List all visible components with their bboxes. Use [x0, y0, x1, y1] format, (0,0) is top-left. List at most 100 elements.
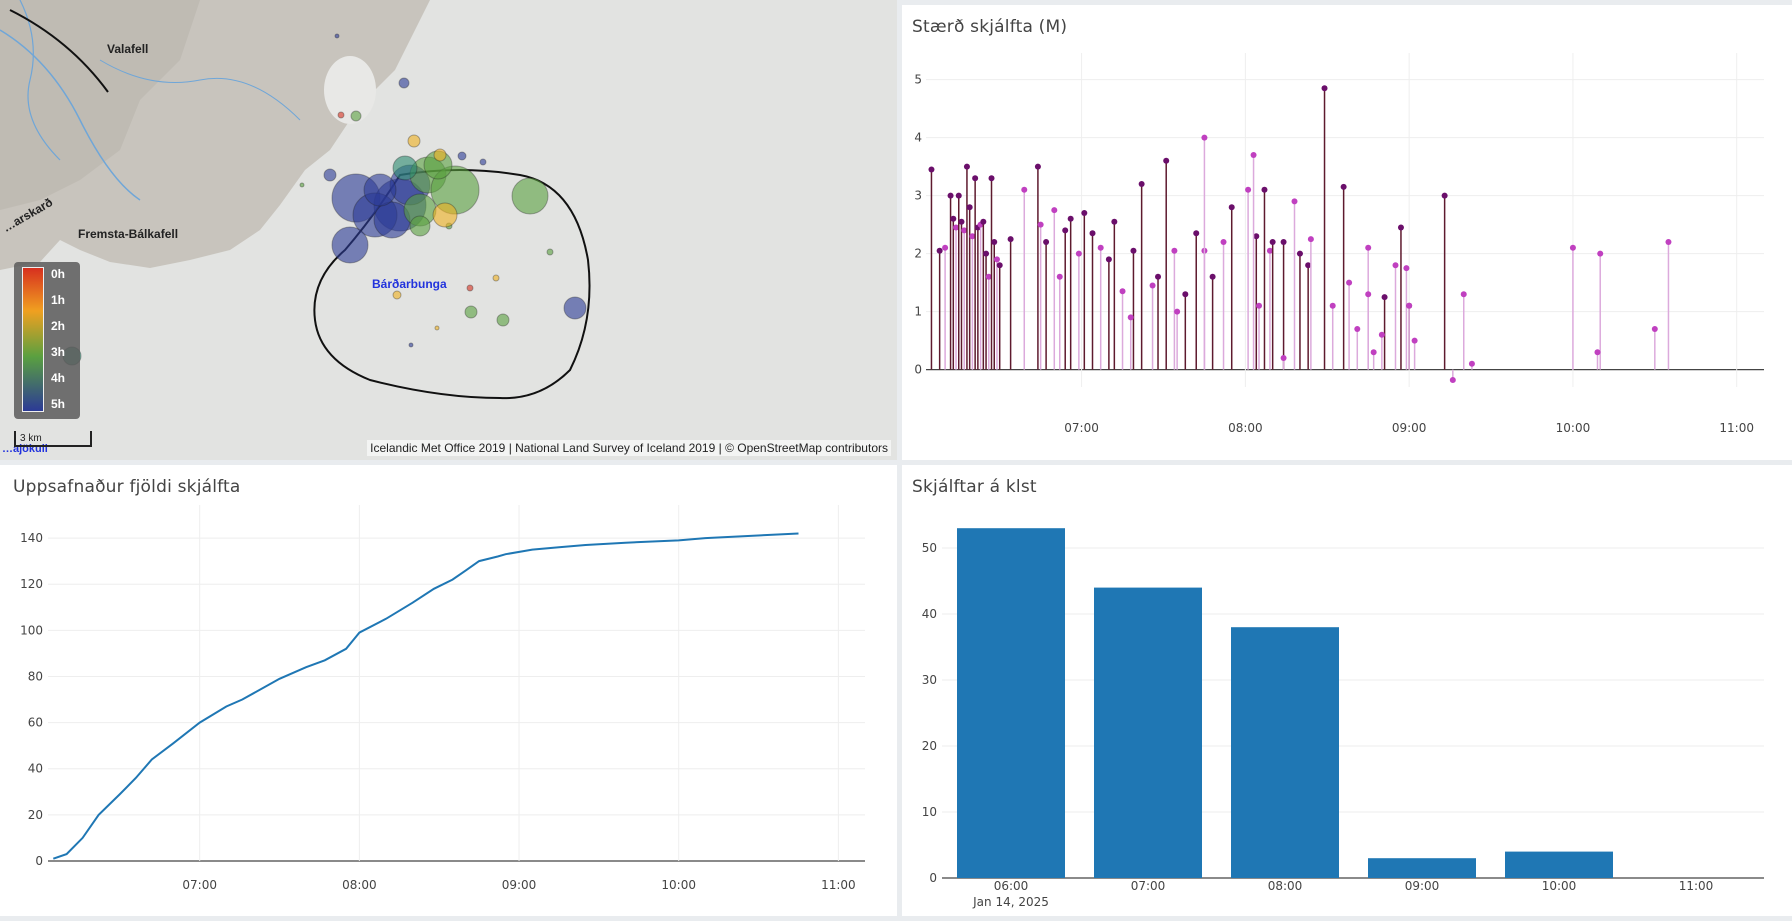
mag-point-42: [1182, 291, 1189, 298]
mag-point-extra-6: [1594, 349, 1601, 356]
hourly-chart[interactable]: 0 10 20 30 40 50 06:00 07:00 08:00 09:00 10:00 11:0…: [902, 465, 1792, 916]
cum-xtick-2: 09:00: [502, 878, 537, 892]
legend-color-bar: [22, 267, 44, 412]
cumulative-chart[interactable]: 0 20 40 60 80 100 120 140 07:00 08:00 09:00 10:00 11…: [0, 465, 897, 916]
mag-point-41: [1171, 247, 1178, 254]
mag-ytick-2: 2: [914, 247, 922, 261]
bar-0: [957, 528, 1065, 878]
label-bardarbunga: Bárðarbunga: [372, 277, 447, 291]
mag-point-extra-1: [1406, 302, 1413, 309]
mag-point-extra-24: [1411, 337, 1418, 344]
mag-point-35: [1119, 288, 1126, 295]
mag-point-11: [969, 233, 976, 240]
cum-xtick-1: 08:00: [342, 878, 377, 892]
mag-ytick-0: 0: [914, 363, 922, 377]
mag-point-3: [947, 192, 954, 199]
mag-point-extra-23: [1370, 349, 1377, 356]
map-river-3: [99, 59, 301, 121]
quake-marker-6: [331, 226, 369, 264]
mag-ytick-1: 1: [914, 305, 922, 319]
cumulative-chart-panel: Uppsafnaður fjöldi skjálfta 0 20 40 60 80 100…: [0, 465, 897, 916]
bar-ytick-5: 50: [922, 541, 937, 555]
mag-point-59: [1365, 244, 1372, 251]
mag-point-30: [1081, 210, 1088, 216]
label-fremsta: Fremsta-Bálkafell: [78, 227, 179, 241]
bar-date-label: Jan 14, 2025: [972, 895, 1049, 909]
cum-ytick-4: 80: [28, 669, 43, 683]
mag-xtick-4: 11:00: [1719, 421, 1754, 435]
mag-point-34: [1111, 218, 1118, 225]
quake-marker-34: [409, 215, 431, 237]
quake-marker-35: [432, 202, 458, 228]
bar-xtick-1: 07:00: [1131, 879, 1166, 893]
magnitude-chart[interactable]: 0 1 2 3 4 5 07:00 08:00 09:00 10:00 11:00: [902, 5, 1792, 460]
legend-0h: 0h: [51, 267, 66, 281]
mag-point-54: [1296, 250, 1303, 257]
cumulative-chart-title: Uppsafnaður fjöldi skjálfta: [13, 477, 241, 497]
quake-marker-33: [299, 182, 305, 188]
mag-ytick-4: 4: [914, 131, 922, 145]
mag-point-extra-3: [1468, 360, 1475, 367]
mag-point-16: [983, 250, 990, 257]
quake-marker-22: [323, 168, 337, 182]
mag-xtick-0: 07:00: [1064, 421, 1099, 435]
time-legend: 0h 1h 2h 3h 4h 5h: [14, 262, 80, 419]
cum-line: [52, 532, 799, 860]
mag-point-38: [1149, 282, 1156, 289]
mag-xtick-2: 09:00: [1392, 421, 1427, 435]
legend-2h: 2h: [51, 319, 66, 333]
bar-1: [1094, 587, 1202, 878]
mag-point-61: [1397, 224, 1404, 231]
quake-marker-29: [434, 325, 440, 331]
quake-marker-18: [492, 274, 500, 282]
cum-ytick-5: 100: [20, 623, 43, 637]
quake-marker-21: [337, 111, 345, 119]
mag-point-52: [1280, 239, 1287, 245]
mag-point-9: [963, 163, 970, 170]
mag-point-50: [1266, 247, 1273, 254]
mag-point-56: [1307, 236, 1314, 243]
mag-point-extra-19: [1201, 134, 1208, 141]
quake-marker-16: [392, 290, 402, 300]
map-canvas[interactable]: [0, 0, 897, 460]
mag-point-extra-4: [1569, 244, 1576, 251]
mag-point-37: [1138, 181, 1145, 187]
mag-point-29: [1075, 250, 1082, 257]
mag-point-2: [942, 244, 949, 251]
mag-point-1: [936, 247, 943, 254]
magnitude-chart-title: Stærð skjálfta (M): [912, 17, 1068, 37]
mag-point-40: [1163, 157, 1170, 164]
map-river-2: [19, 0, 61, 161]
map-road: [9, 9, 109, 93]
mag-point-8: [961, 227, 968, 234]
map-lake: [324, 56, 376, 124]
mag-point-49: [1261, 186, 1268, 193]
mag-point-32: [1097, 244, 1104, 251]
mag-point-extra-22: [1378, 331, 1385, 338]
mag-point-36: [1130, 247, 1137, 254]
mag-point-39: [1155, 273, 1162, 280]
mag-point-extra-17: [1174, 308, 1181, 315]
legend-3h: 3h: [51, 345, 66, 359]
mag-point-58: [1340, 183, 1347, 190]
earthquake-map[interactable]: Valafell Fremsta-Bálkafell Bárðarbunga ……: [0, 0, 897, 460]
quake-marker-24: [433, 148, 447, 162]
mag-point-24: [1034, 163, 1041, 170]
mag-point-43: [1193, 230, 1200, 237]
mag-point-26: [1051, 207, 1058, 214]
bar-xtick-2: 08:00: [1268, 879, 1303, 893]
cum-ytick-2: 40: [28, 762, 43, 776]
quake-marker-31: [334, 33, 340, 39]
mag-point-22: [1007, 236, 1014, 243]
quake-marker-26: [479, 158, 487, 166]
mag-point-19: [991, 239, 998, 245]
mag-point-17: [985, 273, 992, 280]
mag-point-28: [1067, 215, 1074, 222]
quake-marker-17: [466, 284, 474, 292]
bar-2: [1231, 627, 1339, 878]
quake-marker-14: [464, 305, 478, 319]
mag-point-46: [1228, 204, 1235, 211]
bar-4: [1505, 851, 1613, 878]
mag-point-6: [955, 192, 962, 199]
mag-point-31: [1089, 230, 1096, 237]
